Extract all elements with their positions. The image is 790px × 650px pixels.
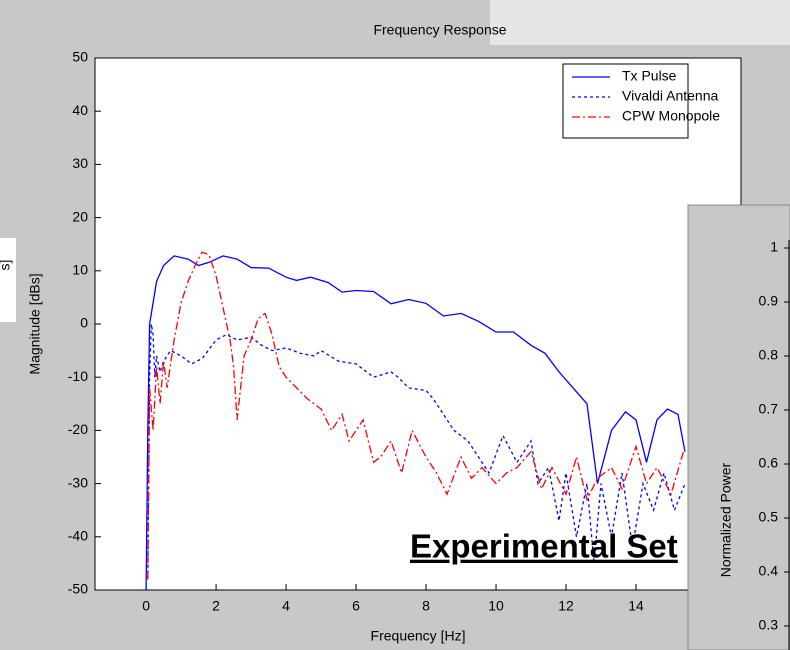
second-window: 0.3 0.4 0.5 0.6 0.7 0.8 0.9 1 Normalized Power [687, 204, 790, 650]
legend-label: Vivaldi Antenna [622, 88, 718, 104]
y-axis-label: Normalized Power [718, 462, 734, 577]
side-window [0, 238, 16, 322]
x-tick-label: 4 [282, 598, 290, 614]
y-tick-label: 0.8 [759, 347, 779, 363]
x-tick-label: 8 [422, 598, 430, 614]
x-tick-label: 10 [488, 598, 504, 614]
y-tick-label: 0.5 [759, 509, 779, 525]
side-label: s] [0, 260, 13, 271]
y-tick-label: -10 [68, 368, 88, 384]
x-tick-label: 0 [142, 598, 150, 614]
plot-area [94, 57, 742, 591]
second-window-frame [687, 204, 790, 650]
legend-label: CPW Monopole [622, 108, 720, 124]
x-tick-label: 2 [212, 598, 220, 614]
legend-box [562, 63, 689, 139]
y-tick-label: 20 [72, 208, 88, 224]
chart-title: Frequency Response [373, 22, 506, 38]
main-chart: Frequency Response Frequency [Hz] Magnitud… [27, 22, 721, 644]
series-line [145, 255, 686, 591]
y-tick-label: 0.7 [759, 401, 779, 417]
y-tick-label: -50 [68, 581, 88, 597]
back-window [490, 0, 790, 45]
series-line [147, 251, 686, 580]
y-tick-label: 0 [80, 315, 88, 331]
x-tick-label: 12 [558, 598, 574, 614]
y-tick-label: 1 [770, 239, 778, 255]
y-tick-label: -30 [68, 474, 88, 490]
y-tick-label: 40 [72, 102, 88, 118]
y-tick-label: -20 [68, 421, 88, 437]
y-tick-label: 0.3 [759, 617, 779, 633]
y-tick-label: 0.4 [759, 563, 779, 579]
y-tick-label: 10 [72, 262, 88, 278]
x-axis-label: Frequency [Hz] [371, 628, 466, 644]
y-tick-label: 0.9 [759, 293, 779, 309]
legend: Tx Pulse Vivaldi Antenna CPW Monopole [562, 63, 720, 139]
y-tick-label: 30 [72, 155, 88, 171]
series-line [147, 323, 686, 580]
y-tick-label: -40 [68, 528, 88, 544]
legend-label: Tx Pulse [622, 68, 677, 84]
x-tick-label: 14 [628, 598, 644, 614]
overlay-text: Experimental Set [410, 528, 678, 565]
y-axis-label: Magnitude [dBs] [27, 273, 43, 374]
y-tick-label: 0.6 [759, 455, 779, 471]
y-tick-label: 50 [72, 49, 88, 65]
x-tick-label: 6 [352, 598, 360, 614]
